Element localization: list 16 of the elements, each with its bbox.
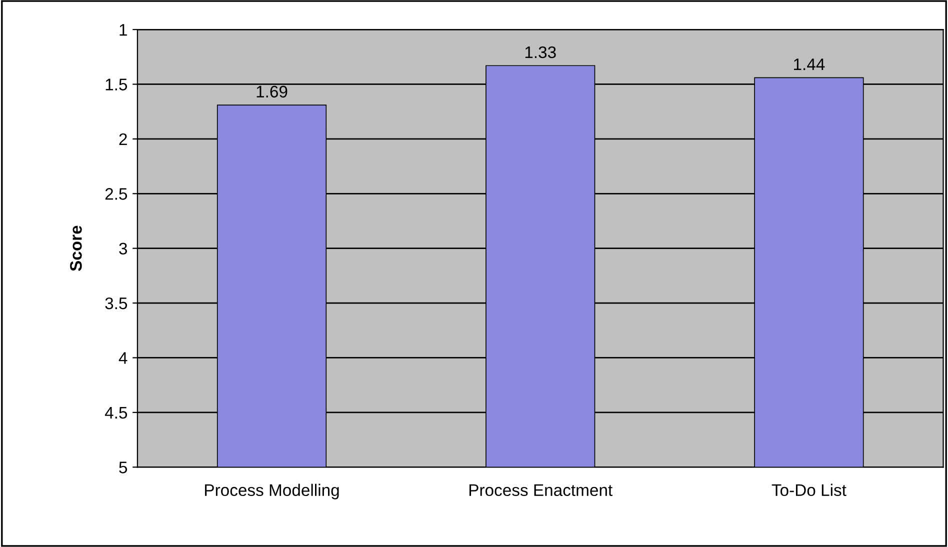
data-label: 1.33 bbox=[525, 46, 556, 58]
data-label: 1.69 bbox=[256, 86, 288, 98]
y-tick-label: 1.5 bbox=[106, 78, 128, 90]
y-tick-label: 2.5 bbox=[105, 188, 128, 200]
y-tick-label: 3.5 bbox=[105, 297, 128, 310]
y-tick-label: 4.5 bbox=[104, 407, 128, 419]
y-tick-label: 4 bbox=[118, 352, 128, 364]
x-tick-label: Process Enactment bbox=[469, 484, 612, 496]
y-tick-label: 3 bbox=[119, 242, 128, 255]
y-axis-title: Score bbox=[70, 226, 82, 272]
y-tick-label: 2 bbox=[119, 133, 127, 145]
y-tick-label: 5 bbox=[119, 462, 128, 474]
y-tick-label: 1 bbox=[120, 24, 127, 36]
data-label: 1.44 bbox=[794, 58, 825, 70]
x-tick-label: Process Modelling bbox=[205, 484, 339, 500]
x-tick-label: To-Do List bbox=[772, 484, 846, 496]
